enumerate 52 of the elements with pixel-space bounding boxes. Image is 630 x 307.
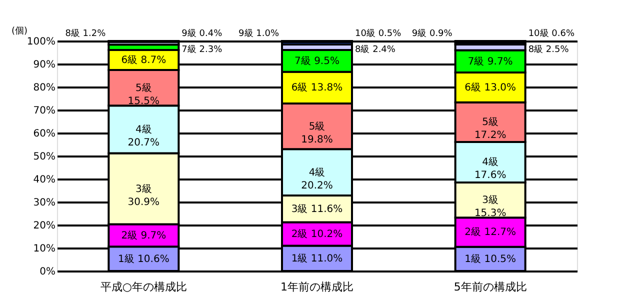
x-tick-label: 5年前の構成比	[454, 280, 527, 294]
data-label: 30.9%	[128, 196, 160, 208]
series-label: 5級	[135, 82, 152, 94]
text: 6級 8.7%	[121, 54, 166, 66]
text: 4級	[308, 167, 326, 178]
data-label: 15.5%	[128, 96, 160, 107]
data-label: 17.6%	[474, 170, 506, 182]
y-tick-label: 40%	[33, 174, 56, 186]
text: 8級 2.5%	[528, 45, 569, 56]
y-tick-label: 50%	[33, 152, 56, 162]
text: 9級 1.0%	[238, 29, 279, 39]
text: 6級 13.0%	[464, 82, 516, 94]
text: 7級 2.3%	[182, 45, 222, 56]
text: 10級 0.5%	[355, 29, 402, 39]
text: 3級	[135, 184, 152, 195]
series-label: 4級	[482, 157, 499, 168]
text: 2級 10.2%	[291, 228, 343, 240]
text: 9級 0.4%	[182, 29, 222, 39]
text: 1級 10.6%	[118, 254, 170, 265]
y-tick-label: 10%	[33, 244, 56, 254]
y-tick-label: 30%	[33, 198, 56, 208]
data-label: 20.2%	[301, 180, 333, 192]
y-tick-label: 70%	[33, 106, 56, 116]
text: 4級	[135, 124, 152, 136]
text: 5級	[308, 121, 326, 132]
x-tick-label: 1年前の構成比	[280, 280, 354, 294]
series-label: 3級	[482, 195, 499, 206]
text: 7級 9.5%	[294, 56, 340, 67]
text: 8級 1.2%	[65, 29, 106, 39]
text: 7級 9.7%	[468, 56, 513, 68]
text: 2級 9.7%	[121, 230, 166, 242]
text: 8級 2.4%	[355, 45, 396, 56]
text: 2級 12.7%	[464, 227, 516, 238]
text: 3級 11.6%	[291, 204, 343, 215]
x-tick-label: 平成○年の構成比	[100, 280, 187, 294]
data-label: 19.8%	[301, 134, 333, 146]
y-tick-label: 90%	[33, 60, 56, 70]
y-tick-label: 100%	[26, 36, 56, 48]
text: 6級 13.8%	[291, 82, 343, 94]
y-tick-label: 80%	[33, 82, 56, 94]
data-label: 15.3%	[474, 208, 506, 220]
text: 9級 0.9%	[412, 29, 452, 39]
y-tick-label: 20%	[33, 220, 56, 232]
y-tick-label: 0%	[40, 266, 56, 278]
text: 1級 10.5%	[464, 254, 516, 265]
y-tick-label: 60%	[33, 128, 56, 140]
text: 1級 11.0%	[291, 253, 343, 264]
text: 5級	[482, 117, 499, 128]
data-label: 17.2%	[474, 130, 506, 142]
text: 10級 0.6%	[528, 29, 575, 39]
data-label: 20.7%	[128, 137, 160, 148]
y-axis-title: (個)	[11, 26, 28, 36]
